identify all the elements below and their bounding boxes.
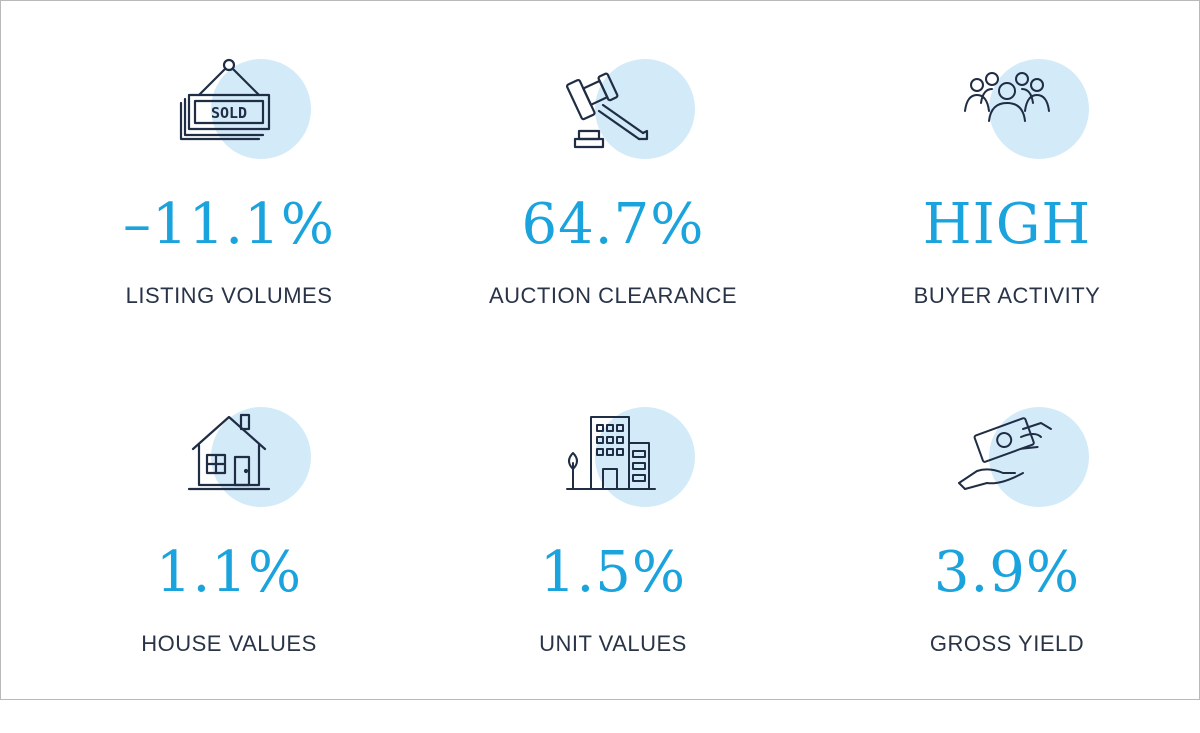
stat-value: 1.5% bbox=[539, 540, 687, 605]
sold-sign-icon: SOLD bbox=[159, 55, 311, 165]
stat-card-gross-yield: 3.9% GROSS YIELD bbox=[847, 403, 1167, 733]
stats-panel: SOLD –11.1% LISTING VOLUMES 64.7% A bbox=[0, 0, 1200, 700]
stat-card-house-values: 1.1% HOUSE VALUES bbox=[69, 403, 389, 733]
stat-label: GROSS YIELD bbox=[929, 631, 1085, 656]
stat-value: 1.1% bbox=[155, 540, 303, 605]
stat-card-buyer-activity: HIGH BUYER ACTIVITY bbox=[847, 55, 1167, 385]
stat-value: 64.7% bbox=[521, 192, 705, 257]
stat-label: LISTING VOLUMES bbox=[125, 283, 333, 308]
stat-value: 3.9% bbox=[933, 540, 1081, 605]
sold-sign-text: SOLD bbox=[211, 104, 247, 122]
stat-value: –11.1% bbox=[123, 192, 335, 257]
stat-label: AUCTION CLEARANCE bbox=[488, 283, 738, 308]
stat-label: HOUSE VALUES bbox=[141, 631, 317, 656]
stat-card-listing-volumes: SOLD –11.1% LISTING VOLUMES bbox=[69, 55, 389, 385]
group-people-icon bbox=[937, 55, 1089, 165]
stat-label: BUYER ACTIVITY bbox=[913, 283, 1101, 308]
stat-label: UNIT VALUES bbox=[539, 631, 687, 656]
stat-card-auction-clearance: 64.7% AUCTION CLEARANCE bbox=[453, 55, 773, 385]
auction-gavel-icon bbox=[543, 55, 695, 165]
money-hand-icon bbox=[937, 403, 1089, 513]
stat-card-unit-values: 1.5% UNIT VALUES bbox=[453, 403, 773, 733]
apartment-building-icon bbox=[543, 403, 695, 513]
stat-value: HIGH bbox=[922, 192, 1092, 257]
house-icon bbox=[159, 403, 311, 513]
